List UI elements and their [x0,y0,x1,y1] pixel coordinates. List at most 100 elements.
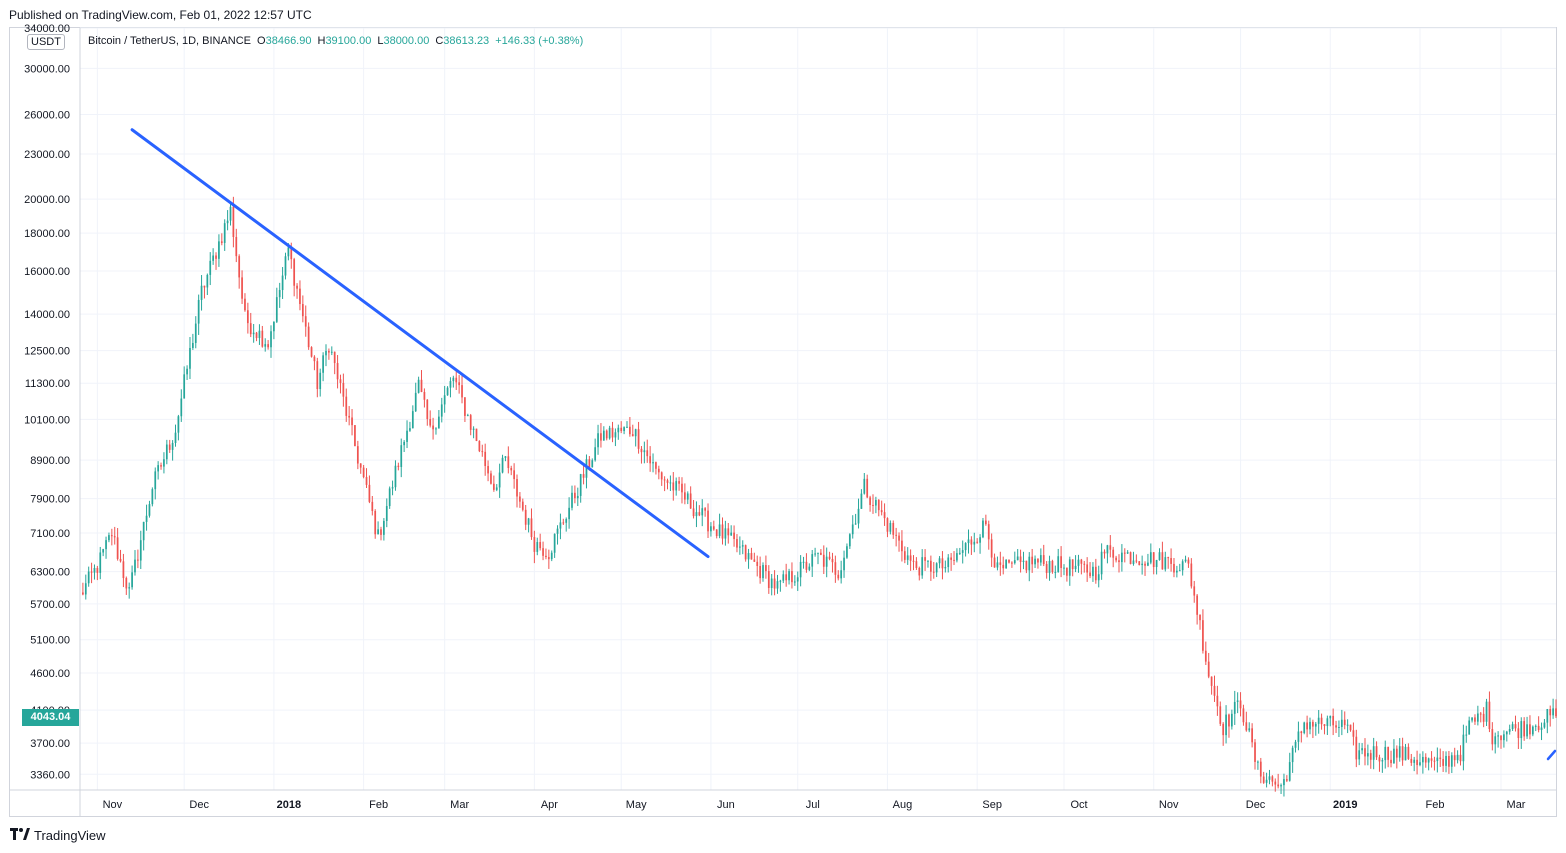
candle-body [1097,574,1100,581]
candle-body [669,482,672,484]
candle-body [380,529,382,535]
y-tick-label: 5100.00 [30,635,70,647]
candle-body [249,323,252,335]
candle-body [1413,759,1416,763]
candle-body [987,524,990,540]
candle-body [1303,722,1306,734]
candle-body [805,561,808,570]
candle-body [1178,570,1181,572]
candle-body [718,524,721,537]
candle-body [458,382,460,386]
candle-body [1161,552,1164,570]
candle-body [241,277,243,299]
candle-body [843,557,845,571]
candle-body [1233,701,1236,714]
close-label: C [435,35,444,47]
tradingview-icon [10,827,30,843]
candle-body [1216,695,1219,707]
close-value: 38613.23 [443,35,490,47]
candle-body [333,351,336,364]
candle-body [492,483,495,490]
ohlc-open: O38466.90 [257,35,311,47]
candle-body [938,558,941,564]
candle-body [750,553,753,560]
candle-body [958,552,961,554]
candle-body [1520,721,1523,739]
candle-body [139,540,142,561]
candle-body [284,256,287,276]
tradingview-logo[interactable]: TradingView [10,827,106,843]
candle-body [1213,685,1216,696]
candle-body [516,479,518,497]
candle-body [287,247,290,257]
candle-body [562,522,565,524]
candle-body [374,510,377,535]
candle-body [209,260,212,275]
candle-body [171,442,174,450]
candle-body [1086,564,1089,573]
candle-body [113,536,116,538]
candle-body [614,432,617,438]
currency-badge[interactable]: USDT [27,34,65,50]
candle-body [930,560,932,572]
y-tick-label: 16000.00 [24,266,70,278]
candle-body [901,540,903,552]
candle-body [1013,560,1016,564]
candle-body [1312,721,1314,727]
candle-body [539,542,542,549]
candle-body [1526,724,1528,737]
candle-body [1511,724,1514,730]
candle-body [1349,724,1352,731]
candle-body [1340,719,1343,727]
candle-body [1433,760,1436,762]
candle-body [232,206,235,238]
candle-body [594,447,597,461]
candle-body [608,427,611,439]
candle-body [704,508,706,511]
candle-body [967,539,970,544]
candle-body [134,559,136,573]
candle-body [304,316,307,327]
candle-body [513,470,515,480]
candle-body [545,555,547,558]
candle-body [695,512,698,517]
candle-body [527,518,530,525]
candle-body [828,556,831,559]
candle-body [426,399,429,420]
candle-body [675,481,678,491]
candle-body [229,206,232,221]
candle-body [273,321,275,332]
candle-body [684,492,686,500]
candle-body [1141,563,1144,566]
x-tick-label: Jul [806,799,820,811]
candle-body [877,499,880,511]
candle-body [1326,718,1329,727]
y-tick-label: 12500.00 [24,346,70,358]
candle-body [1187,559,1190,564]
candle-body [348,415,351,418]
candle-body [964,543,967,551]
candle-body [1320,717,1323,725]
y-tick-label: 4600.00 [30,668,70,680]
y-tick-label: 30000.00 [24,63,70,75]
candle-body [1285,779,1288,781]
candle-body [1019,556,1022,563]
candle-body [432,425,434,430]
candle-body [397,465,400,468]
x-tick-label: Oct [1070,799,1087,811]
candle-body [165,444,168,460]
x-tick-label: Aug [893,799,913,811]
candle-body [359,463,362,468]
candle-body [307,326,310,348]
candle-body [993,557,996,568]
x-tick-label: Nov [103,799,123,811]
candle-body [116,537,119,559]
candle-body [1338,726,1340,728]
candle-body [1149,552,1152,563]
candle-body [678,481,680,484]
candle-body [261,330,264,347]
candle-body [1531,726,1534,735]
candle-body [536,542,539,552]
candle-body [368,484,371,502]
